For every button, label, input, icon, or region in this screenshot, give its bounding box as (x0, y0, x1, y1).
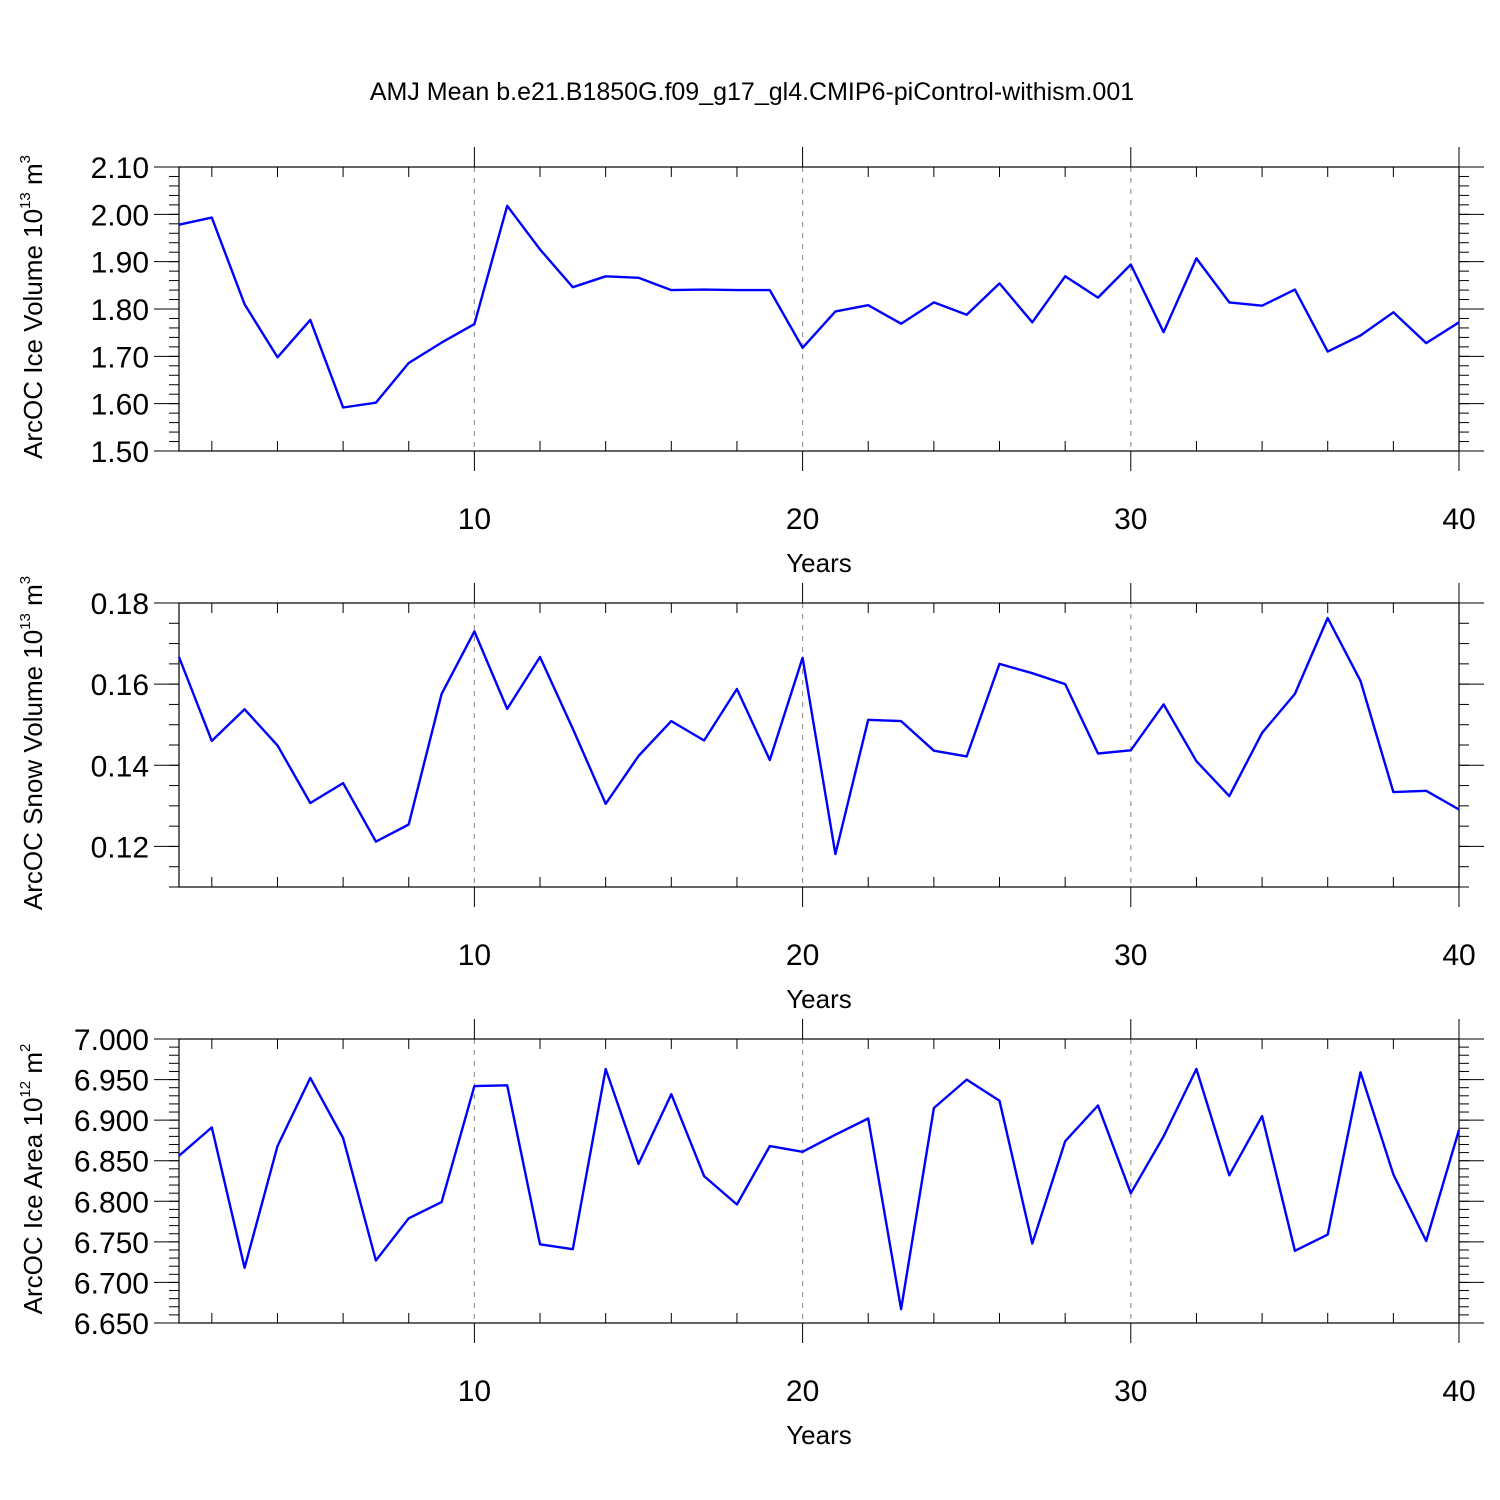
y-axis-label-exponent: 12 (17, 1081, 34, 1098)
panels: 10 20 30 40 1.50 1.60 1.70 1.80 1.90 2.00 2.10 Year… (17, 147, 1484, 1450)
x-tick-label: 20 (786, 939, 819, 972)
y-tick-label: 0.12 (91, 831, 149, 864)
plot-frame (178, 602, 1460, 888)
x-tick-label: 20 (786, 1375, 819, 1408)
x-axis-label: Years (786, 984, 852, 1014)
y-tick-label: 0.18 (91, 588, 149, 621)
x-axis-label: Years (786, 548, 852, 578)
chart-panel-2: 10 20 30 40 0.12 0.14 0.16 0.18 Years ArcOC Snow … (17, 576, 1484, 1014)
y-tick-label: 2.00 (91, 199, 149, 232)
y-axis-label-text: ArcOC Snow Volume 10 (18, 630, 48, 910)
y-axis-label: ArcOC Ice Volume 1013 m3 (17, 155, 48, 459)
plot-frame (178, 1038, 1460, 1324)
y-tick-label: 1.90 (91, 247, 149, 280)
series-line (177, 616, 1460, 856)
y-axis-label-unit: m (18, 1052, 48, 1081)
y-axis-label-unit-exponent: 3 (17, 155, 34, 163)
y-axis-label-exponent: 13 (17, 192, 34, 209)
y-tick-label: 1.50 (91, 436, 149, 469)
x-tick-label: 10 (458, 1375, 491, 1408)
x-tick-label: 40 (1442, 939, 1475, 972)
x-tick-label: 10 (458, 503, 491, 536)
y-tick-label: 6.900 (74, 1105, 149, 1138)
y-axis-label-text: ArcOC Ice Volume 10 (18, 209, 48, 459)
y-axis-label-unit: m (18, 584, 48, 613)
y-tick-label: 0.16 (91, 669, 149, 702)
y-axis-label-unit: m (18, 163, 48, 192)
y-tick-label: 1.60 (91, 389, 149, 422)
y-axis-label: ArcOC Snow Volume 1013 m3 (17, 576, 48, 910)
y-axis-label-text: ArcOC Ice Area 10 (18, 1098, 48, 1315)
x-tick-label: 40 (1442, 1375, 1475, 1408)
x-tick-label: 20 (786, 503, 819, 536)
y-tick-label: 2.10 (91, 152, 149, 185)
y-tick-label: 1.80 (91, 294, 149, 327)
x-tick-label: 30 (1114, 939, 1147, 972)
y-tick-label: 6.700 (74, 1267, 149, 1300)
x-tick-label: 30 (1114, 1375, 1147, 1408)
x-tick-label: 10 (458, 939, 491, 972)
figure-title: AMJ Mean b.e21.B1850G.f09_g17_gl4.CMIP6-… (370, 78, 1134, 106)
y-axis-label-unit-exponent: 3 (17, 576, 34, 584)
y-tick-label: 6.750 (74, 1227, 149, 1260)
x-tick-label: 30 (1114, 503, 1147, 536)
y-tick-label: 6.950 (74, 1065, 149, 1098)
y-tick-label: 6.850 (74, 1146, 149, 1179)
chart-panel-3: 10 20 30 40 6.650 6.700 6.750 6.800 6.850 6.900 6.… (17, 1019, 1484, 1450)
series-line (178, 1067, 1461, 1311)
y-axis-label-exponent: 13 (17, 613, 34, 630)
y-tick-label: 6.800 (74, 1186, 149, 1219)
chart-panel-1: 10 20 30 40 1.50 1.60 1.70 1.80 1.90 2.00 2.10 Year… (17, 147, 1484, 578)
x-axis-label: Years (786, 1420, 852, 1450)
series-line (178, 204, 1460, 409)
y-tick-label: 1.70 (91, 341, 149, 374)
y-tick-label: 6.650 (74, 1308, 149, 1341)
y-axis-label-unit-exponent: 2 (17, 1044, 34, 1052)
x-tick-label: 40 (1442, 503, 1475, 536)
plot-frame (178, 166, 1460, 452)
y-axis-label: ArcOC Ice Area 1012 m2 (17, 1044, 48, 1315)
y-tick-label: 0.14 (91, 750, 149, 783)
y-tick-label: 7.000 (74, 1024, 149, 1057)
